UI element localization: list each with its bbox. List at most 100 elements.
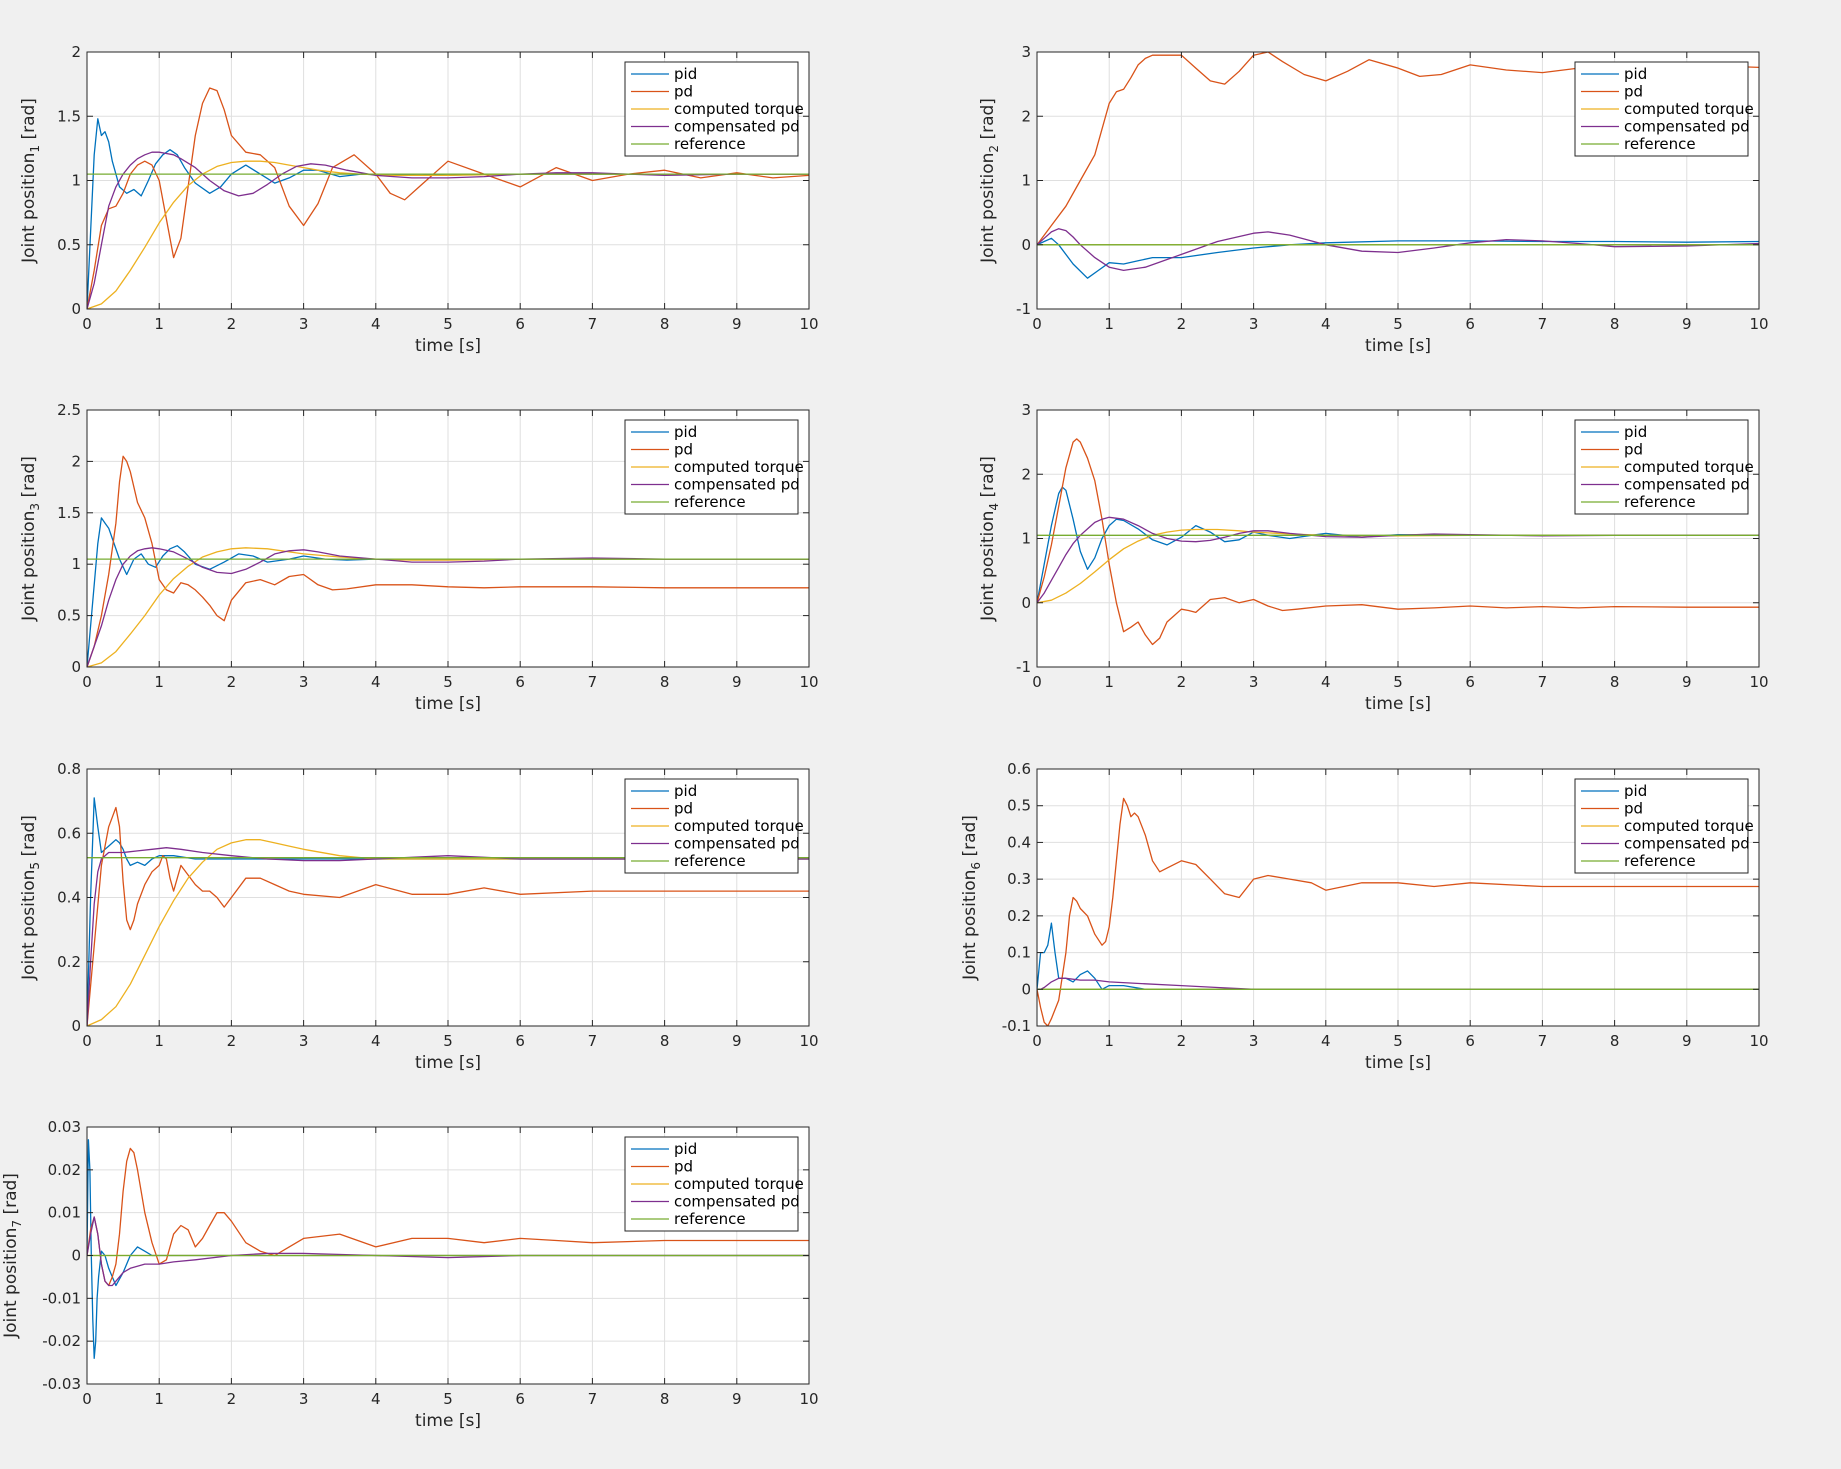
legend-label: pid xyxy=(674,423,697,441)
x-tick-label: 6 xyxy=(515,1032,525,1050)
y-tick-label: 0.6 xyxy=(57,824,81,842)
y-tick-label: 0.6 xyxy=(1007,760,1031,778)
y-tick-label: 0.5 xyxy=(57,607,81,625)
x-tick-label: 9 xyxy=(732,673,742,691)
x-tick-label: 4 xyxy=(371,315,381,333)
x-tick-label: 3 xyxy=(1249,1032,1259,1050)
x-tick-label: 9 xyxy=(1682,1032,1692,1050)
legend-label: pd xyxy=(674,83,693,101)
series-line-pd xyxy=(1037,52,1759,246)
x-tick-label: 3 xyxy=(299,1390,309,1408)
subplot-3: 0 1 2 3 4 5 6 7 8 9 10 0 0.5 1 1.5 2 2.5 time [s] Joint po… xyxy=(19,401,819,714)
x-tick-label: 1 xyxy=(154,673,164,691)
x-tick-label: 7 xyxy=(588,1390,598,1408)
legend-label: computed torque xyxy=(674,1175,804,1193)
legend-label: compensated pd xyxy=(674,476,800,494)
series-line-pd xyxy=(1037,797,1759,1026)
y-axis-label: Joint position1 [rad] xyxy=(19,98,42,264)
x-tick-label: 0 xyxy=(82,673,92,691)
x-tick-label: 8 xyxy=(660,673,670,691)
x-tick-label: 6 xyxy=(515,1390,525,1408)
x-tick-label: 7 xyxy=(1538,1032,1548,1050)
legend-label: reference xyxy=(674,1210,746,1228)
y-axis-label: Joint position4 [rad] xyxy=(978,456,1001,622)
x-tick-label: 1 xyxy=(154,1032,164,1050)
x-tick-label: 10 xyxy=(1749,315,1768,333)
x-tick-label: 5 xyxy=(443,673,453,691)
y-axis-label: Joint position7 [rad] xyxy=(1,1173,24,1339)
legend-label: pid xyxy=(674,1140,697,1158)
x-tick-label: 6 xyxy=(515,315,525,333)
legend-label: computed torque xyxy=(674,100,804,118)
x-axis-label: time [s] xyxy=(415,1053,481,1073)
x-tick-label: 2 xyxy=(227,673,237,691)
y-tick-label: 2.5 xyxy=(57,401,81,419)
legend-label: compensated pd xyxy=(674,835,800,853)
y-tick-label: -0.02 xyxy=(42,1332,81,1350)
x-tick-label: 2 xyxy=(1177,315,1187,333)
y-tick-label: 3 xyxy=(1021,43,1031,61)
x-tick-label: 1 xyxy=(1104,1032,1114,1050)
series-line-pid xyxy=(1037,237,1759,279)
x-tick-label: 8 xyxy=(1610,315,1620,333)
legend-label: compensated pd xyxy=(1624,476,1750,494)
y-tick-label: 0.02 xyxy=(48,1161,81,1179)
y-tick-label: 0.03 xyxy=(48,1118,81,1136)
x-tick-label: 3 xyxy=(1249,315,1259,333)
legend-label: computed torque xyxy=(1624,100,1754,118)
y-tick-label: 2 xyxy=(71,43,81,61)
legend-label: pd xyxy=(1624,83,1643,101)
y-tick-label: 1.5 xyxy=(57,504,81,522)
x-axis-label: time [s] xyxy=(1365,1053,1431,1073)
y-tick-label: 0.2 xyxy=(57,953,81,971)
x-tick-label: 1 xyxy=(154,1390,164,1408)
x-tick-label: 7 xyxy=(588,673,598,691)
x-tick-label: 5 xyxy=(443,315,453,333)
x-axis-label: time [s] xyxy=(415,694,481,714)
y-axis-label: Joint position6 [rad] xyxy=(960,815,983,981)
x-tick-label: 8 xyxy=(660,1032,670,1050)
x-tick-label: 0 xyxy=(1032,673,1042,691)
x-tick-label: 3 xyxy=(299,673,309,691)
series-line-pd xyxy=(1037,438,1759,646)
x-tick-label: 1 xyxy=(1104,315,1114,333)
legend-label: pd xyxy=(1624,441,1643,459)
legend-label: pid xyxy=(674,65,697,83)
legend-box xyxy=(1574,61,1749,157)
y-tick-label: 3 xyxy=(1021,401,1031,419)
y-tick-label: 0.3 xyxy=(1007,870,1031,888)
y-tick-label: 2 xyxy=(71,452,81,470)
x-tick-label: 4 xyxy=(371,1032,381,1050)
y-tick-label: 2 xyxy=(1021,107,1031,125)
legend-label: pid xyxy=(1624,782,1647,800)
series-line-pd xyxy=(87,1147,809,1287)
x-tick-label: 5 xyxy=(443,1032,453,1050)
legend-label: reference xyxy=(674,493,746,511)
x-tick-label: 9 xyxy=(1682,673,1692,691)
legend-label: compensated pd xyxy=(674,1193,800,1211)
y-tick-label: 1.5 xyxy=(57,107,81,125)
y-tick-label: 0.01 xyxy=(48,1204,81,1222)
x-tick-label: 10 xyxy=(799,673,818,691)
x-tick-label: 10 xyxy=(799,1390,818,1408)
legend-label: pd xyxy=(674,441,693,459)
series-line-compensated-pd xyxy=(1037,228,1759,272)
x-tick-label: 1 xyxy=(154,315,164,333)
x-tick-label: 4 xyxy=(371,1390,381,1408)
x-tick-label: 3 xyxy=(1249,673,1259,691)
y-axis-label: Joint position5 [rad] xyxy=(19,815,42,981)
x-tick-label: 10 xyxy=(799,315,818,333)
x-tick-label: 4 xyxy=(371,673,381,691)
x-tick-label: 6 xyxy=(1465,315,1475,333)
x-tick-label: 5 xyxy=(1393,315,1403,333)
x-tick-label: 1 xyxy=(1104,673,1114,691)
x-tick-label: 0 xyxy=(82,315,92,333)
series-line-compensated-pd xyxy=(87,547,809,667)
series-line-pd xyxy=(87,806,809,1026)
y-tick-label: -1 xyxy=(1016,658,1031,676)
legend-label: pid xyxy=(674,782,697,800)
